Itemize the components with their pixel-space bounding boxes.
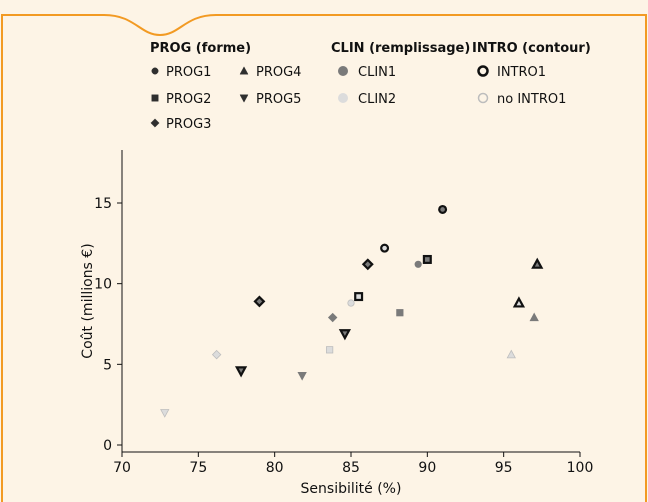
x-tick-label: 95 bbox=[495, 460, 513, 476]
circle-icon bbox=[151, 67, 159, 75]
x-tick-label: 75 bbox=[189, 460, 207, 476]
intro1-swatch-icon bbox=[477, 65, 489, 77]
legend-label-prog1: PROG1 bbox=[166, 65, 211, 80]
legend-title-intro: INTRO (contour) bbox=[472, 41, 591, 56]
x-axis-title: Sensibilité (%) bbox=[301, 481, 402, 497]
data-point-prog1-9 bbox=[347, 299, 355, 307]
data-point-prog4-17 bbox=[506, 349, 516, 359]
data-point-prog2-10 bbox=[354, 292, 364, 302]
legend-item-clin1: CLIN1 bbox=[338, 65, 396, 80]
data-point-prog2-13 bbox=[396, 309, 404, 317]
legend-label-prog2: PROG2 bbox=[166, 92, 211, 107]
legend-label-prog4: PROG4 bbox=[256, 65, 301, 80]
triangle-down-icon bbox=[239, 94, 249, 103]
data-points bbox=[160, 204, 544, 418]
legend-title-clin: CLIN (remplissage) bbox=[331, 41, 470, 56]
clin2-swatch-icon bbox=[338, 93, 348, 103]
legend-label-prog3: PROG3 bbox=[166, 117, 211, 132]
clin1-swatch-icon bbox=[338, 66, 348, 76]
data-point-prog5-1 bbox=[160, 409, 170, 418]
data-point-prog4-20 bbox=[531, 257, 544, 269]
legend-item-prog4: PROG4 bbox=[239, 65, 301, 80]
data-point-prog5-8 bbox=[338, 329, 351, 341]
diamond-icon bbox=[150, 118, 160, 128]
x-ticks: 70 75 80 85 90 95 100 bbox=[113, 452, 593, 476]
x-tick-label: 80 bbox=[266, 460, 284, 476]
y-ticks: 0 5 10 15 bbox=[94, 196, 122, 454]
legend-label-no-intro1: no INTRO1 bbox=[497, 92, 566, 107]
y-tick-label: 0 bbox=[103, 438, 112, 454]
y-tick-label: 5 bbox=[103, 357, 112, 373]
square-icon bbox=[151, 94, 159, 102]
data-point-prog2-6 bbox=[326, 346, 334, 354]
legend-title-prog: PROG (forme) bbox=[150, 41, 251, 56]
x-tick-label: 90 bbox=[418, 460, 436, 476]
data-point-prog1-12 bbox=[380, 243, 390, 253]
legend-label-clin1: CLIN1 bbox=[358, 65, 396, 80]
y-axis-title: Coût (millions €) bbox=[80, 243, 96, 358]
data-point-prog5-3 bbox=[234, 366, 248, 378]
legend-item-no-intro1: no INTRO1 bbox=[477, 92, 566, 107]
y-tick-label: 10 bbox=[94, 277, 112, 293]
legend-item-prog1: PROG1 bbox=[151, 65, 211, 80]
legend-item-clin2: CLIN2 bbox=[338, 92, 396, 107]
data-point-prog2-15 bbox=[422, 254, 432, 264]
x-tick-label: 70 bbox=[113, 460, 131, 476]
data-point-prog4-19 bbox=[529, 312, 539, 322]
legend-item-intro1: INTRO1 bbox=[477, 65, 546, 80]
data-point-prog3-11 bbox=[361, 258, 374, 271]
x-tick-label: 100 bbox=[567, 460, 594, 476]
data-point-prog3-7 bbox=[327, 312, 338, 323]
legend-label-clin2: CLIN2 bbox=[358, 92, 396, 107]
legend-label-prog5: PROG5 bbox=[256, 92, 301, 107]
triangle-up-icon bbox=[239, 66, 249, 75]
legend-item-prog3: PROG3 bbox=[150, 117, 211, 132]
x-tick-label: 85 bbox=[342, 460, 360, 476]
data-point-prog3-2 bbox=[211, 349, 222, 360]
orange-frame bbox=[1, 14, 647, 502]
no-intro1-swatch-icon bbox=[477, 92, 489, 104]
data-point-prog1-16 bbox=[438, 204, 448, 214]
legend-label-intro1: INTRO1 bbox=[497, 65, 546, 80]
data-point-prog4-18 bbox=[512, 296, 526, 308]
legend: PROG (forme) CLIN (remplissage) INTRO (c… bbox=[150, 41, 591, 132]
data-point-prog3-4 bbox=[253, 295, 266, 308]
data-point-prog1-14 bbox=[414, 260, 422, 268]
data-point-prog5-5 bbox=[297, 372, 307, 381]
y-tick-label: 15 bbox=[94, 196, 112, 212]
legend-item-prog2: PROG2 bbox=[151, 92, 211, 107]
legend-item-prog5: PROG5 bbox=[239, 92, 301, 107]
